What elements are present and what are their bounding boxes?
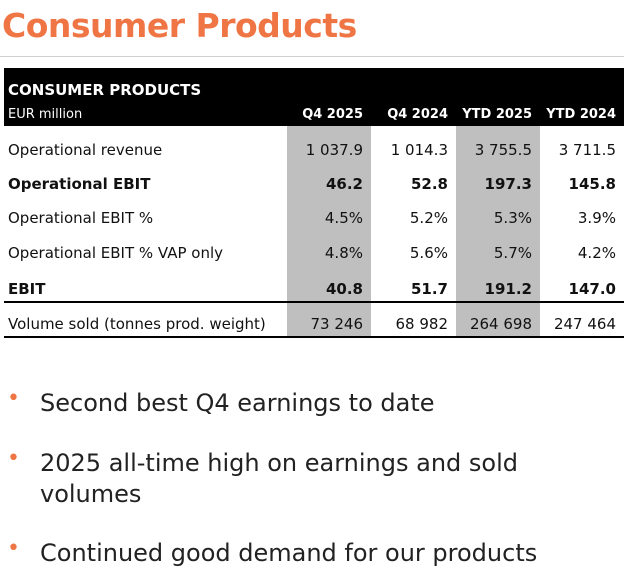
table-cell: 5.6%	[409, 244, 448, 262]
table-cell: 3 755.5	[474, 141, 532, 159]
row-label: EBIT	[8, 280, 46, 298]
table-header	[4, 68, 624, 126]
table-cell: 52.8	[410, 175, 448, 193]
table-cell: 51.7	[410, 280, 448, 298]
row-label: Operational EBIT	[8, 175, 151, 193]
table-cell: 247 464	[553, 315, 616, 333]
column-header: YTD 2024	[546, 107, 616, 122]
table-title: CONSUMER PRODUCTS	[8, 81, 202, 99]
bullet-text: Second best Q4 earnings to date	[40, 389, 435, 417]
row-label: Operational revenue	[8, 141, 163, 159]
bullet-marker: •	[7, 446, 20, 471]
table-cell: 147.0	[568, 280, 616, 298]
column-header: Q4 2024	[387, 107, 448, 122]
row-rule	[4, 301, 624, 303]
table-cell: 1 014.3	[390, 141, 448, 159]
row-label: Operational EBIT %	[8, 209, 154, 227]
table-cell: 197.3	[484, 175, 532, 193]
table-bottom-rule	[4, 336, 624, 338]
table-cell: 46.2	[325, 175, 363, 193]
bullet-marker: •	[7, 386, 20, 411]
title-rule	[0, 56, 624, 57]
table-cell: 5.2%	[409, 209, 448, 227]
bullet-marker: •	[7, 536, 20, 561]
table-cell: 4.8%	[324, 244, 363, 262]
row-label: Volume sold (tonnes prod. weight)	[8, 315, 266, 333]
table-cell: 1 037.9	[305, 141, 363, 159]
table-cell: 40.8	[325, 280, 363, 298]
table-cell: 4.5%	[324, 209, 363, 227]
table-cell: 3.9%	[577, 209, 616, 227]
table-cell: 264 698	[469, 315, 532, 333]
table-cell: 73 246	[310, 315, 364, 333]
table-cell: 191.2	[484, 280, 532, 298]
row-label: Operational EBIT % VAP only	[8, 244, 224, 262]
table-cell: 5.3%	[493, 209, 532, 227]
table-cell: 5.7%	[493, 244, 532, 262]
column-header: Q4 2025	[302, 107, 363, 122]
table-cell: 4.2%	[577, 244, 616, 262]
table-cell: 68 982	[395, 315, 449, 333]
table-cell: 145.8	[568, 175, 616, 193]
table-unit: EUR million	[8, 107, 83, 122]
column-header: YTD 2025	[462, 107, 532, 122]
bullet-text: 2025 all-time high on earnings and sold …	[40, 449, 518, 508]
slide-title: Consumer Products	[2, 6, 357, 45]
bullet-text: Continued good demand for our products	[40, 539, 538, 567]
table-cell: 3 711.5	[558, 141, 616, 159]
